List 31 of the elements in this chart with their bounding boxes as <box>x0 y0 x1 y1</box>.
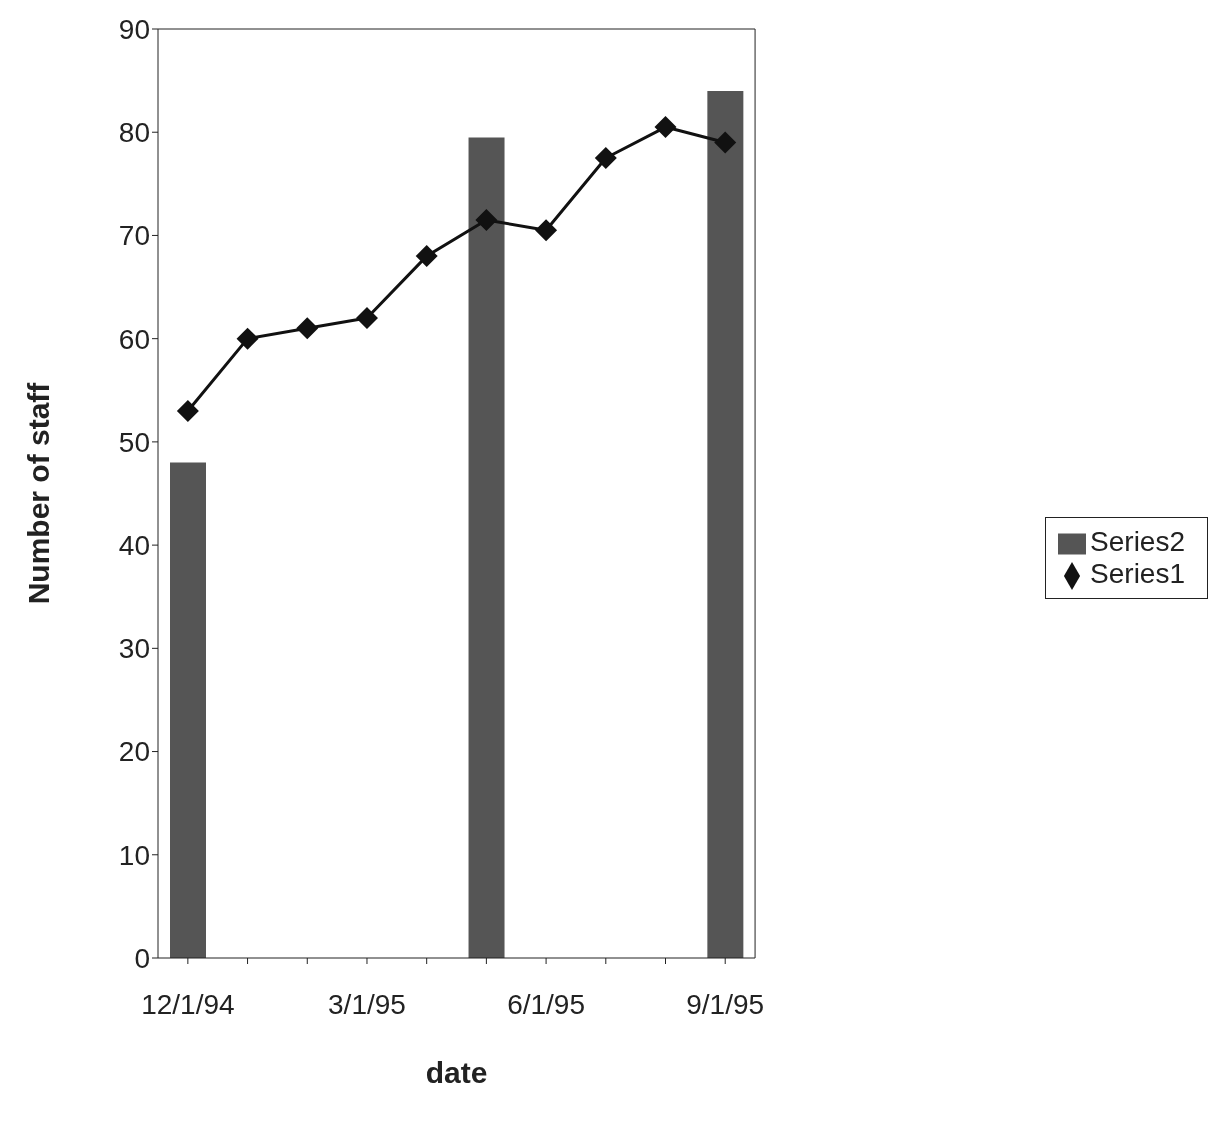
x-tick-label: 9/1/95 <box>686 988 765 1020</box>
bar <box>170 462 206 958</box>
point <box>176 399 199 422</box>
point <box>415 245 438 268</box>
y-tick-label: 0 <box>134 942 150 974</box>
bar <box>468 137 505 958</box>
y-tick-label: 60 <box>118 323 150 355</box>
point <box>236 327 259 350</box>
bar <box>707 90 744 958</box>
y-tick-label: 30 <box>118 633 150 665</box>
y-tick-label: 90 <box>118 13 150 45</box>
y-tick-label: 20 <box>118 736 150 768</box>
y-tick-label: 10 <box>118 839 150 871</box>
legend-label: Series2 <box>1090 526 1185 557</box>
point <box>475 208 498 231</box>
point <box>714 131 737 154</box>
point <box>296 317 319 340</box>
x-tick-label: 12/1/94 <box>141 988 235 1020</box>
point <box>654 116 677 139</box>
legend-label: Series1 <box>1090 558 1185 589</box>
y-tick-label: 40 <box>118 530 150 562</box>
x-axis-title: date <box>425 1056 488 1089</box>
y-tick-label: 50 <box>118 426 150 458</box>
point <box>355 307 378 330</box>
point <box>594 147 617 170</box>
x-tick-label: 6/1/95 <box>507 988 586 1020</box>
x-tick-label: 3/1/95 <box>328 988 406 1020</box>
y-tick-label: 70 <box>118 220 150 252</box>
y-tick-label: 80 <box>118 117 150 149</box>
y-axis-title: Number of staff <box>21 381 55 605</box>
point <box>535 219 558 242</box>
